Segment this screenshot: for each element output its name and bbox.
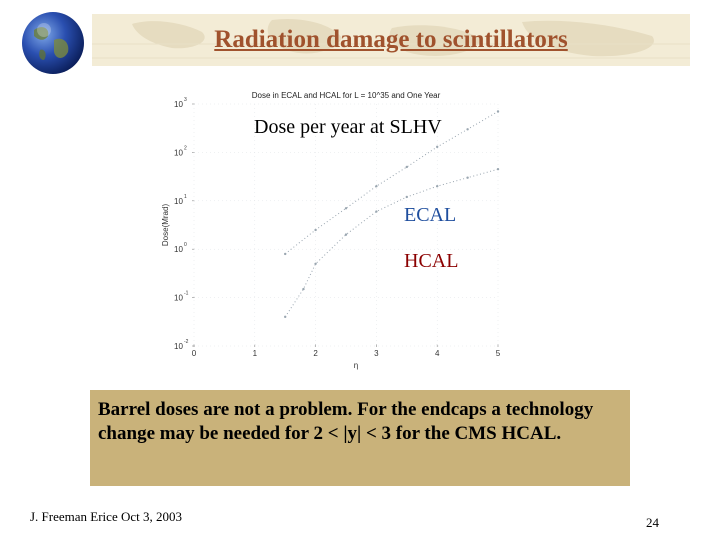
series-2-point bbox=[496, 167, 500, 171]
x-tick-label: 5 bbox=[496, 349, 501, 358]
series-2-point bbox=[436, 185, 439, 188]
series-1-point bbox=[344, 207, 348, 210]
x-tick-label: 4 bbox=[435, 349, 440, 358]
x-tick-label: 2 bbox=[313, 349, 318, 358]
series-2-point bbox=[375, 210, 378, 213]
series-2-line bbox=[284, 168, 499, 318]
header-band bbox=[92, 14, 690, 66]
y-axis-label: Dose(Mrad) bbox=[161, 204, 170, 247]
series-1-point bbox=[284, 252, 287, 256]
series-2-point bbox=[302, 287, 305, 291]
x-axis-label: η bbox=[354, 361, 358, 370]
y-tick-label: 10 bbox=[174, 342, 183, 351]
page-number: 24 bbox=[646, 515, 659, 530]
x-tick-label: 3 bbox=[374, 349, 379, 358]
y-tick-exponent: 1 bbox=[184, 194, 187, 200]
series-1-point bbox=[314, 228, 317, 232]
world-map-background bbox=[92, 18, 690, 59]
y-tick-label: 10 bbox=[174, 197, 183, 206]
series-1-point bbox=[436, 145, 439, 149]
series-2-point bbox=[284, 315, 287, 319]
series-2-point bbox=[405, 195, 408, 199]
y-tick-exponent: 0 bbox=[184, 242, 187, 248]
y-tick-label: 10 bbox=[174, 245, 183, 254]
y-tick-label: 10 bbox=[174, 294, 183, 303]
y-tick-label: 10 bbox=[174, 148, 183, 157]
series-2-point bbox=[466, 176, 469, 179]
conclusion-note: Barrel doses are not a problem. For the … bbox=[90, 390, 630, 486]
y-tick-exponent: -1 bbox=[184, 291, 189, 297]
globe-logo bbox=[22, 12, 84, 74]
series-1-point bbox=[405, 165, 408, 169]
hcal-label: HCAL bbox=[404, 250, 459, 272]
dose-chart: Dose in ECAL and HCAL for L = 10^35 and … bbox=[160, 80, 520, 370]
footer-text: J. Freeman Erice Oct 3, 2003 bbox=[30, 509, 182, 524]
y-tick-exponent: 3 bbox=[184, 97, 187, 103]
dose-chart-svg: Dose in ECAL and HCAL for L = 10^35 and … bbox=[161, 91, 501, 370]
series-1-point bbox=[466, 128, 469, 131]
y-tick-exponent: 2 bbox=[184, 145, 187, 151]
x-tick-label: 0 bbox=[192, 349, 197, 358]
ecal-label: ECAL bbox=[404, 204, 457, 226]
y-tick-label: 10 bbox=[174, 100, 183, 109]
y-tick-exponent: -2 bbox=[184, 339, 189, 345]
series-2-point bbox=[314, 262, 317, 265]
series-1-point bbox=[496, 110, 500, 113]
chart-title: Dose in ECAL and HCAL for L = 10^35 and … bbox=[252, 91, 441, 100]
slide-title: Radiation damage to scintillators bbox=[214, 26, 568, 53]
series-2-point bbox=[344, 233, 348, 236]
x-tick-label: 1 bbox=[253, 349, 258, 358]
dose-per-year-label: Dose per year at SLHV bbox=[254, 116, 442, 138]
series-1-point bbox=[375, 185, 378, 188]
